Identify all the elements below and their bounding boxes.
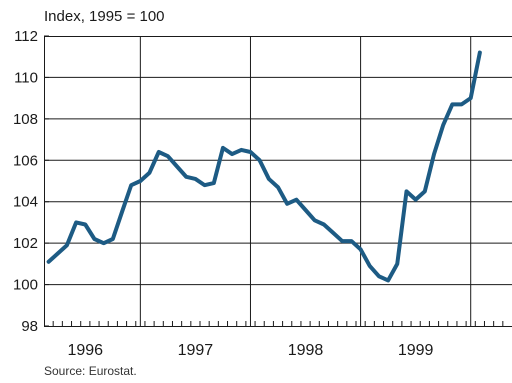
y-axis-ticks: 98 100 102 104 106 108 110 112 (13, 28, 49, 335)
y-tick-label-112: 112 (14, 28, 38, 45)
series-line-index (46, 50, 482, 283)
y-tick-label-106: 106 (13, 152, 38, 169)
y-tick-label-108: 108 (13, 111, 38, 128)
x-tick-label-1997: 1997 (178, 342, 214, 359)
y-axis-unit-label: Index, 1995 = 100 (44, 8, 165, 25)
grid-lines (44, 36, 512, 326)
y-tick-label-110: 110 (14, 69, 38, 86)
source-note: Source: Eurostat. (44, 364, 137, 378)
plot-frame (44, 36, 512, 327)
x-tick-label-1999: 1999 (398, 342, 434, 359)
y-tick-label-102: 102 (13, 235, 38, 252)
x-axis-ticks: 1996 1997 1998 1999 (52, 321, 504, 359)
y-tick-label-100: 100 (13, 277, 38, 294)
y-tick-label-104: 104 (13, 194, 38, 211)
x-tick-label-1998: 1998 (288, 342, 324, 359)
y-tick-label-98: 98 (21, 318, 38, 335)
x-tick-label-1996: 1996 (67, 342, 103, 359)
